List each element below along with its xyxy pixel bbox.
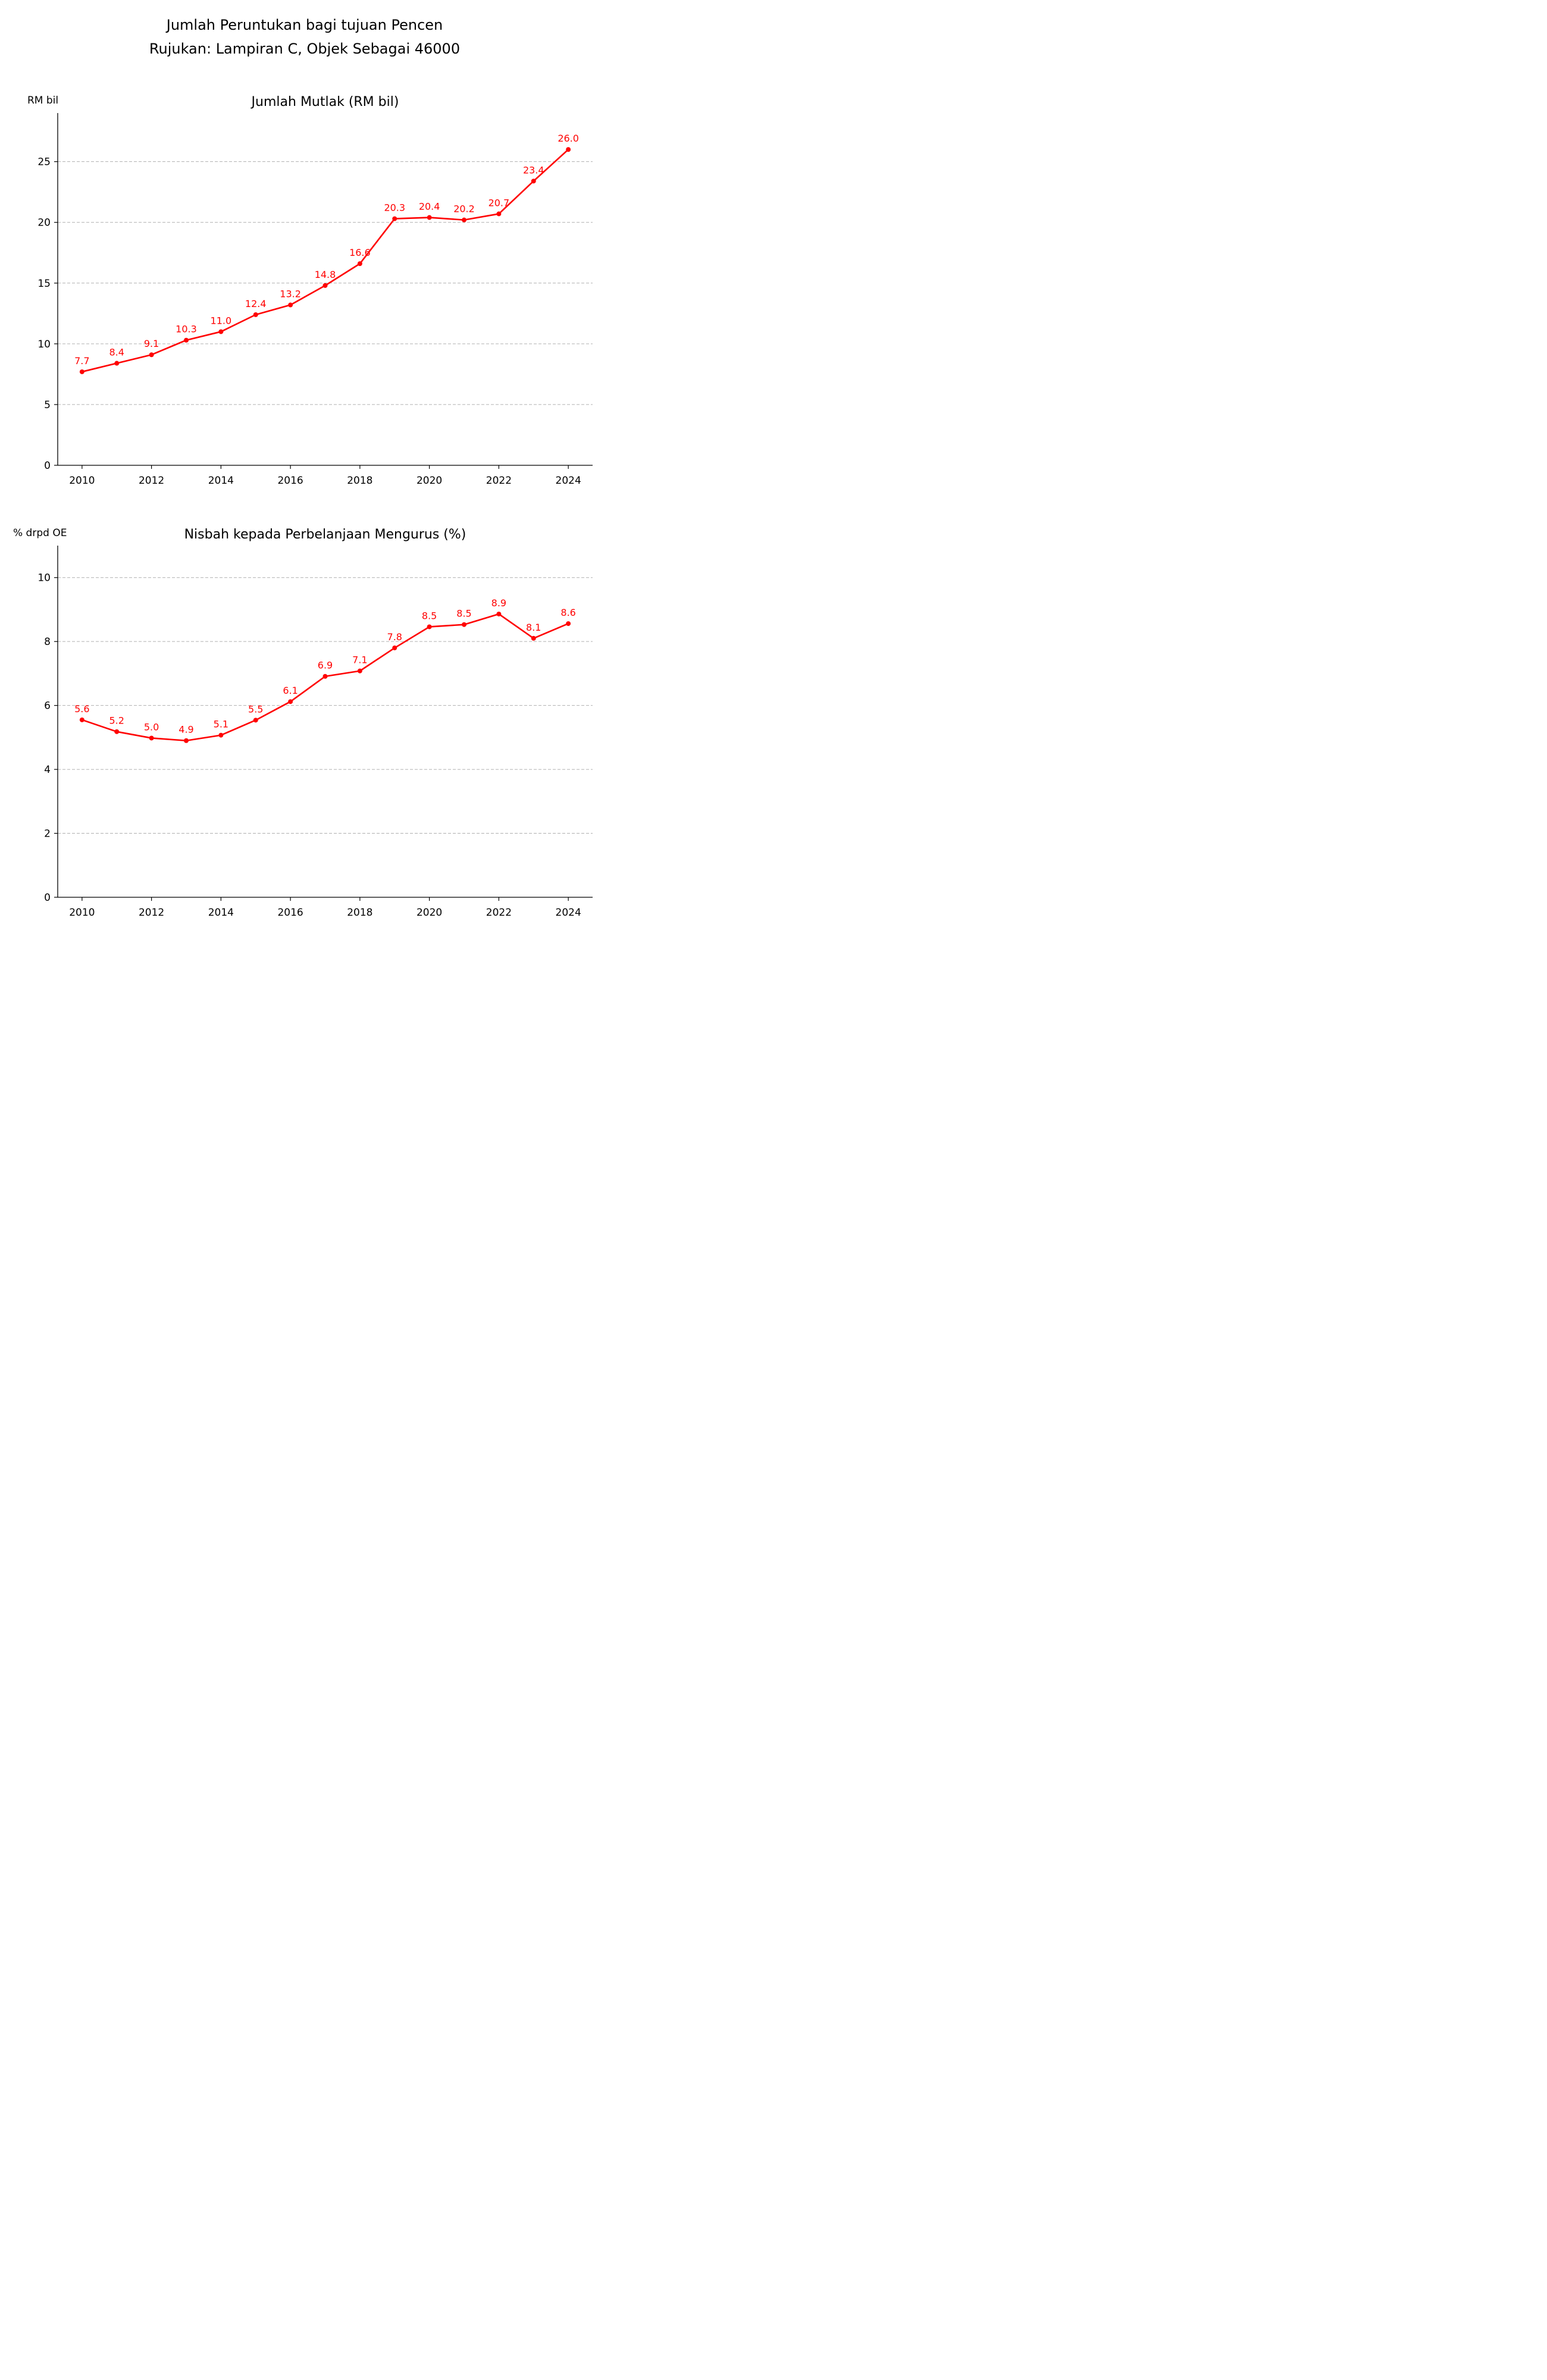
data-label: 8.5 [456, 608, 471, 619]
data-label: 5.5 [248, 703, 263, 715]
data-label: 20.3 [384, 202, 405, 214]
data-point [288, 302, 293, 308]
data-point [427, 624, 432, 630]
x-tick-label: 2018 [347, 907, 372, 919]
data-label: 8.4 [109, 347, 124, 358]
data-point [322, 283, 328, 288]
data-point [566, 147, 571, 152]
data-point [462, 217, 467, 223]
data-point [531, 178, 536, 184]
data-point [462, 622, 467, 627]
data-label: 8.1 [526, 622, 541, 633]
y-axis-label: % drpd OE [13, 527, 67, 539]
y-axis-label: RM bil [27, 95, 58, 107]
data-label: 7.8 [387, 631, 402, 643]
data-point [496, 211, 502, 217]
data-label: 12.4 [245, 298, 267, 309]
data-point [79, 369, 84, 374]
x-tick-label: 2010 [69, 907, 95, 919]
y-tick-label: 8 [44, 636, 51, 648]
x-tick-label: 2024 [556, 475, 581, 487]
chart-title: Nisbah kepada Perbelanjaan Mengurus (%) [184, 527, 466, 542]
data-label: 8.5 [422, 610, 437, 621]
data-point [357, 261, 362, 267]
data-label: 5.2 [109, 715, 124, 726]
data-point [566, 621, 571, 627]
y-tick-label: 20 [37, 217, 51, 229]
data-label: 5.6 [74, 703, 89, 715]
data-point [357, 668, 362, 674]
data-label: 8.9 [491, 597, 506, 609]
data-point [253, 312, 258, 317]
data-label: 5.1 [214, 719, 228, 730]
x-tick-label: 2014 [208, 475, 234, 487]
data-label: 9.1 [144, 338, 159, 349]
data-label: 20.4 [419, 201, 440, 212]
y-tick-label: 0 [44, 460, 51, 472]
data-point [183, 337, 189, 343]
y-tick-label: 6 [44, 700, 51, 712]
data-point [253, 718, 258, 723]
data-point [496, 611, 502, 616]
data-point [114, 729, 120, 734]
x-tick-label: 2012 [139, 907, 164, 919]
chart-panel-2: 0 2 4 6 8 10 2010 2012 2014 2016 2018 2020 2022 2024 N… [13, 527, 593, 919]
figure: Jumlah Peruntukan bagi tujuan Pencen Ruj… [0, 0, 609, 937]
x-tick-label: 2012 [139, 475, 164, 487]
data-point [288, 699, 293, 704]
y-tick-label: 2 [44, 828, 51, 840]
x-tick-label: 2016 [277, 907, 303, 919]
data-label: 20.2 [453, 203, 475, 215]
data-point [218, 329, 224, 334]
y-tick-label: 10 [37, 572, 51, 584]
x-tick-label: 2020 [416, 907, 442, 919]
data-label: 7.7 [74, 355, 89, 367]
data-point [531, 635, 536, 641]
y-tick-label: 10 [37, 339, 51, 350]
chart-panel-1: 0 5 10 15 20 25 2010 2012 2014 2016 2018 2020 2022 20… [27, 95, 593, 487]
data-label: 11.0 [211, 315, 232, 326]
data-label: 13.2 [280, 289, 301, 300]
data-label: 16.6 [349, 247, 371, 258]
data-point [392, 645, 397, 650]
x-tick-label: 2010 [69, 475, 95, 487]
data-label: 6.9 [318, 660, 333, 671]
data-label: 10.3 [176, 324, 197, 335]
x-tick-label: 2018 [347, 475, 372, 487]
data-point [149, 735, 154, 741]
x-tick-label: 2024 [556, 907, 581, 919]
y-tick-label: 15 [37, 278, 51, 290]
x-tick-label: 2016 [277, 475, 303, 487]
data-label: 5.0 [144, 721, 159, 732]
data-point [183, 738, 189, 743]
data-point [392, 216, 397, 221]
y-tick-label: 5 [44, 399, 51, 411]
x-tick-label: 2022 [486, 907, 512, 919]
x-tick-label: 2020 [416, 475, 442, 487]
data-label: 4.9 [178, 724, 193, 735]
data-point [322, 674, 328, 679]
data-label: 6.1 [283, 685, 298, 696]
data-point [218, 732, 224, 738]
x-tick-label: 2022 [486, 475, 512, 487]
data-label: 14.8 [315, 269, 336, 280]
y-tick-label: 0 [44, 892, 51, 904]
data-label: 7.1 [352, 654, 367, 666]
data-label: 20.7 [488, 197, 510, 208]
y-tick-label: 4 [44, 764, 51, 776]
data-point [114, 361, 120, 366]
data-label: 23.4 [523, 164, 544, 176]
x-tick-label: 2014 [208, 907, 234, 919]
chart-title: Jumlah Mutlak (RM bil) [250, 95, 399, 109]
data-point [427, 215, 432, 220]
figure-title: Jumlah Peruntukan bagi tujuan Pencen [166, 17, 443, 33]
figure-subtitle: Rujukan: Lampiran C, Objek Sebagai 46000 [149, 40, 461, 57]
data-point [79, 717, 84, 722]
data-label: 8.6 [560, 607, 575, 618]
data-label: 26.0 [558, 133, 579, 144]
y-tick-label: 25 [37, 156, 51, 168]
data-point [149, 352, 154, 358]
